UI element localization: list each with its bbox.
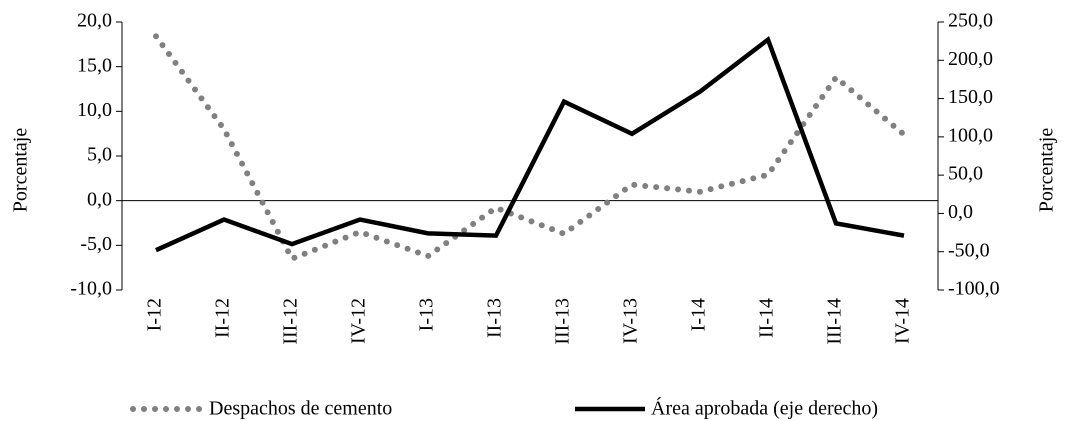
x-tick-label: III-14 — [824, 298, 846, 345]
x-tick-label: IV-13 — [620, 298, 642, 344]
y-tick-label: 20,0 — [77, 10, 112, 32]
y-tick-label: 15,0 — [77, 54, 112, 76]
y2-axis-title: Porcentaje — [1036, 128, 1058, 213]
x-tick-label: IV-12 — [348, 298, 370, 344]
x-tick-label: I-14 — [688, 298, 710, 331]
x-tick-label: III-13 — [552, 298, 574, 345]
y2-tick-label: 150,0 — [948, 86, 993, 108]
x-tick-label: I-13 — [416, 298, 438, 331]
y2-tick-label: 250,0 — [948, 10, 993, 32]
x-tick-label: II-14 — [756, 298, 778, 338]
y-tick-label: 5,0 — [87, 144, 112, 166]
legend-label: Área aprobada (eje derecho) — [651, 397, 878, 420]
x-tick-label: II-12 — [212, 298, 234, 338]
series-line — [153, 33, 907, 263]
y2-tick-label: 0,0 — [948, 201, 973, 223]
y-tick-label: -10,0 — [70, 278, 112, 300]
y2-tick-label: -100,0 — [948, 278, 1000, 300]
legend-label: Despachos de cemento — [209, 398, 392, 420]
x-tick-label: II-13 — [484, 298, 506, 338]
y-axis-title: Porcentaje — [10, 128, 32, 213]
y2-tick-label: 200,0 — [948, 48, 993, 70]
y2-tick-label: -50,0 — [948, 239, 990, 261]
y-tick-label: 0,0 — [87, 188, 112, 210]
x-tick-label: I-12 — [144, 298, 166, 331]
y2-tick-label: 100,0 — [948, 124, 993, 146]
y-tick-label: 10,0 — [77, 99, 112, 121]
x-tick-label: IV-14 — [892, 298, 914, 344]
series-line — [155, 35, 905, 253]
y-tick-label: -5,0 — [80, 233, 112, 255]
x-tick-label: III-12 — [280, 298, 302, 345]
y2-tick-label: 50,0 — [948, 163, 983, 185]
